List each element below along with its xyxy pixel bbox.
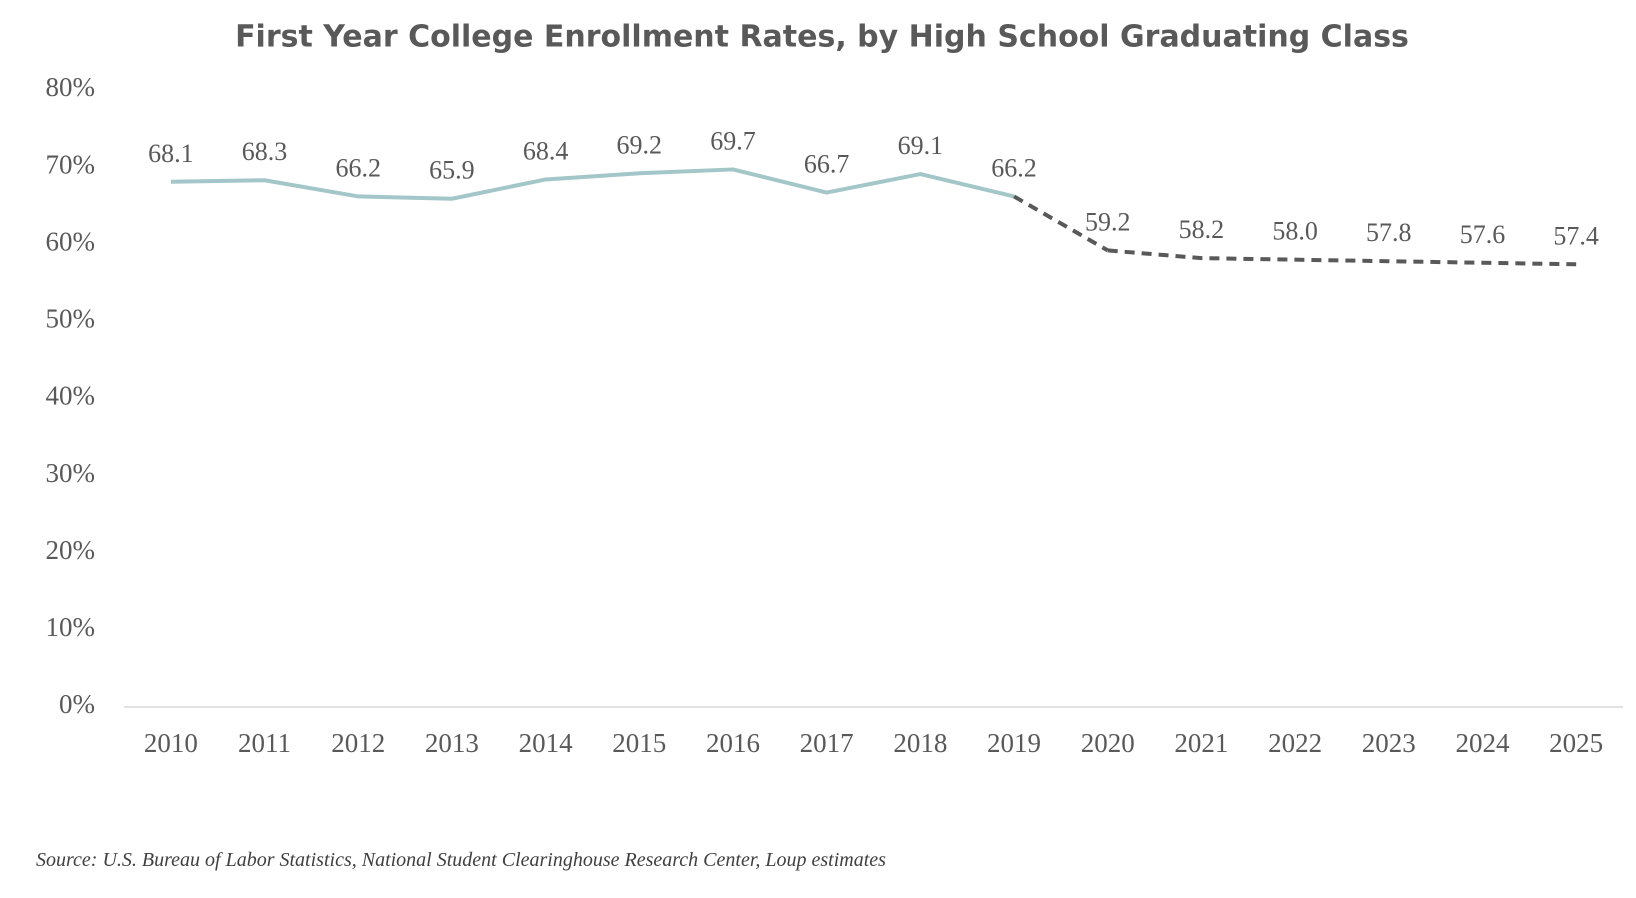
y-tick-label: 40% [46, 381, 96, 411]
data-label: 69.7 [710, 126, 756, 155]
data-label: 69.1 [898, 131, 944, 160]
x-tick-label: 2016 [706, 728, 760, 758]
x-tick-label: 2014 [519, 728, 574, 758]
data-label: 57.8 [1366, 218, 1412, 247]
x-tick-label: 2023 [1362, 728, 1416, 758]
data-label: 58.2 [1179, 215, 1225, 244]
data-label: 66.2 [991, 153, 1037, 182]
x-tick-label: 2010 [144, 728, 198, 758]
data-label: 57.6 [1460, 220, 1506, 249]
x-tick-label: 2011 [238, 728, 291, 758]
y-tick-label: 50% [46, 304, 96, 334]
data-label: 59.2 [1085, 207, 1131, 236]
x-tick-label: 2020 [1081, 728, 1135, 758]
data-label: 68.3 [242, 137, 288, 166]
series-line [170, 167, 1015, 201]
data-label: 66.2 [335, 153, 381, 182]
x-tick-label: 2019 [987, 728, 1041, 758]
x-tick-label: 2024 [1455, 728, 1510, 758]
data-label: 66.7 [804, 150, 850, 179]
y-tick-label: 70% [46, 149, 96, 179]
data-label: 58.0 [1272, 217, 1318, 246]
x-tick-label: 2025 [1549, 728, 1603, 758]
y-tick-label: 20% [46, 535, 96, 565]
y-tick-label: 0% [59, 689, 95, 719]
y-tick-label: 80% [46, 72, 96, 102]
series-connector [1013, 194, 1109, 253]
x-tick-label: 2021 [1174, 728, 1228, 758]
x-tick-label: 2012 [331, 728, 385, 758]
x-tick-label: 2015 [612, 728, 666, 758]
x-tick-label: 2022 [1268, 728, 1322, 758]
series-line [1107, 248, 1577, 267]
data-label: 68.4 [523, 136, 569, 165]
data-label: 65.9 [429, 156, 475, 185]
chart-title: First Year College Enrollment Rates, by … [235, 20, 1409, 55]
x-tick-label: 2013 [425, 728, 479, 758]
y-tick-label: 60% [46, 226, 96, 256]
y-tick-label: 30% [46, 458, 96, 488]
data-label: 68.1 [148, 139, 194, 168]
data-label: 69.2 [617, 130, 663, 159]
x-tick-label: 2018 [893, 728, 947, 758]
source-note: Source: U.S. Bureau of Labor Statistics,… [36, 849, 886, 871]
y-tick-label: 10% [46, 612, 96, 642]
data-label: 57.4 [1553, 221, 1599, 250]
x-tick-label: 2017 [800, 728, 854, 758]
